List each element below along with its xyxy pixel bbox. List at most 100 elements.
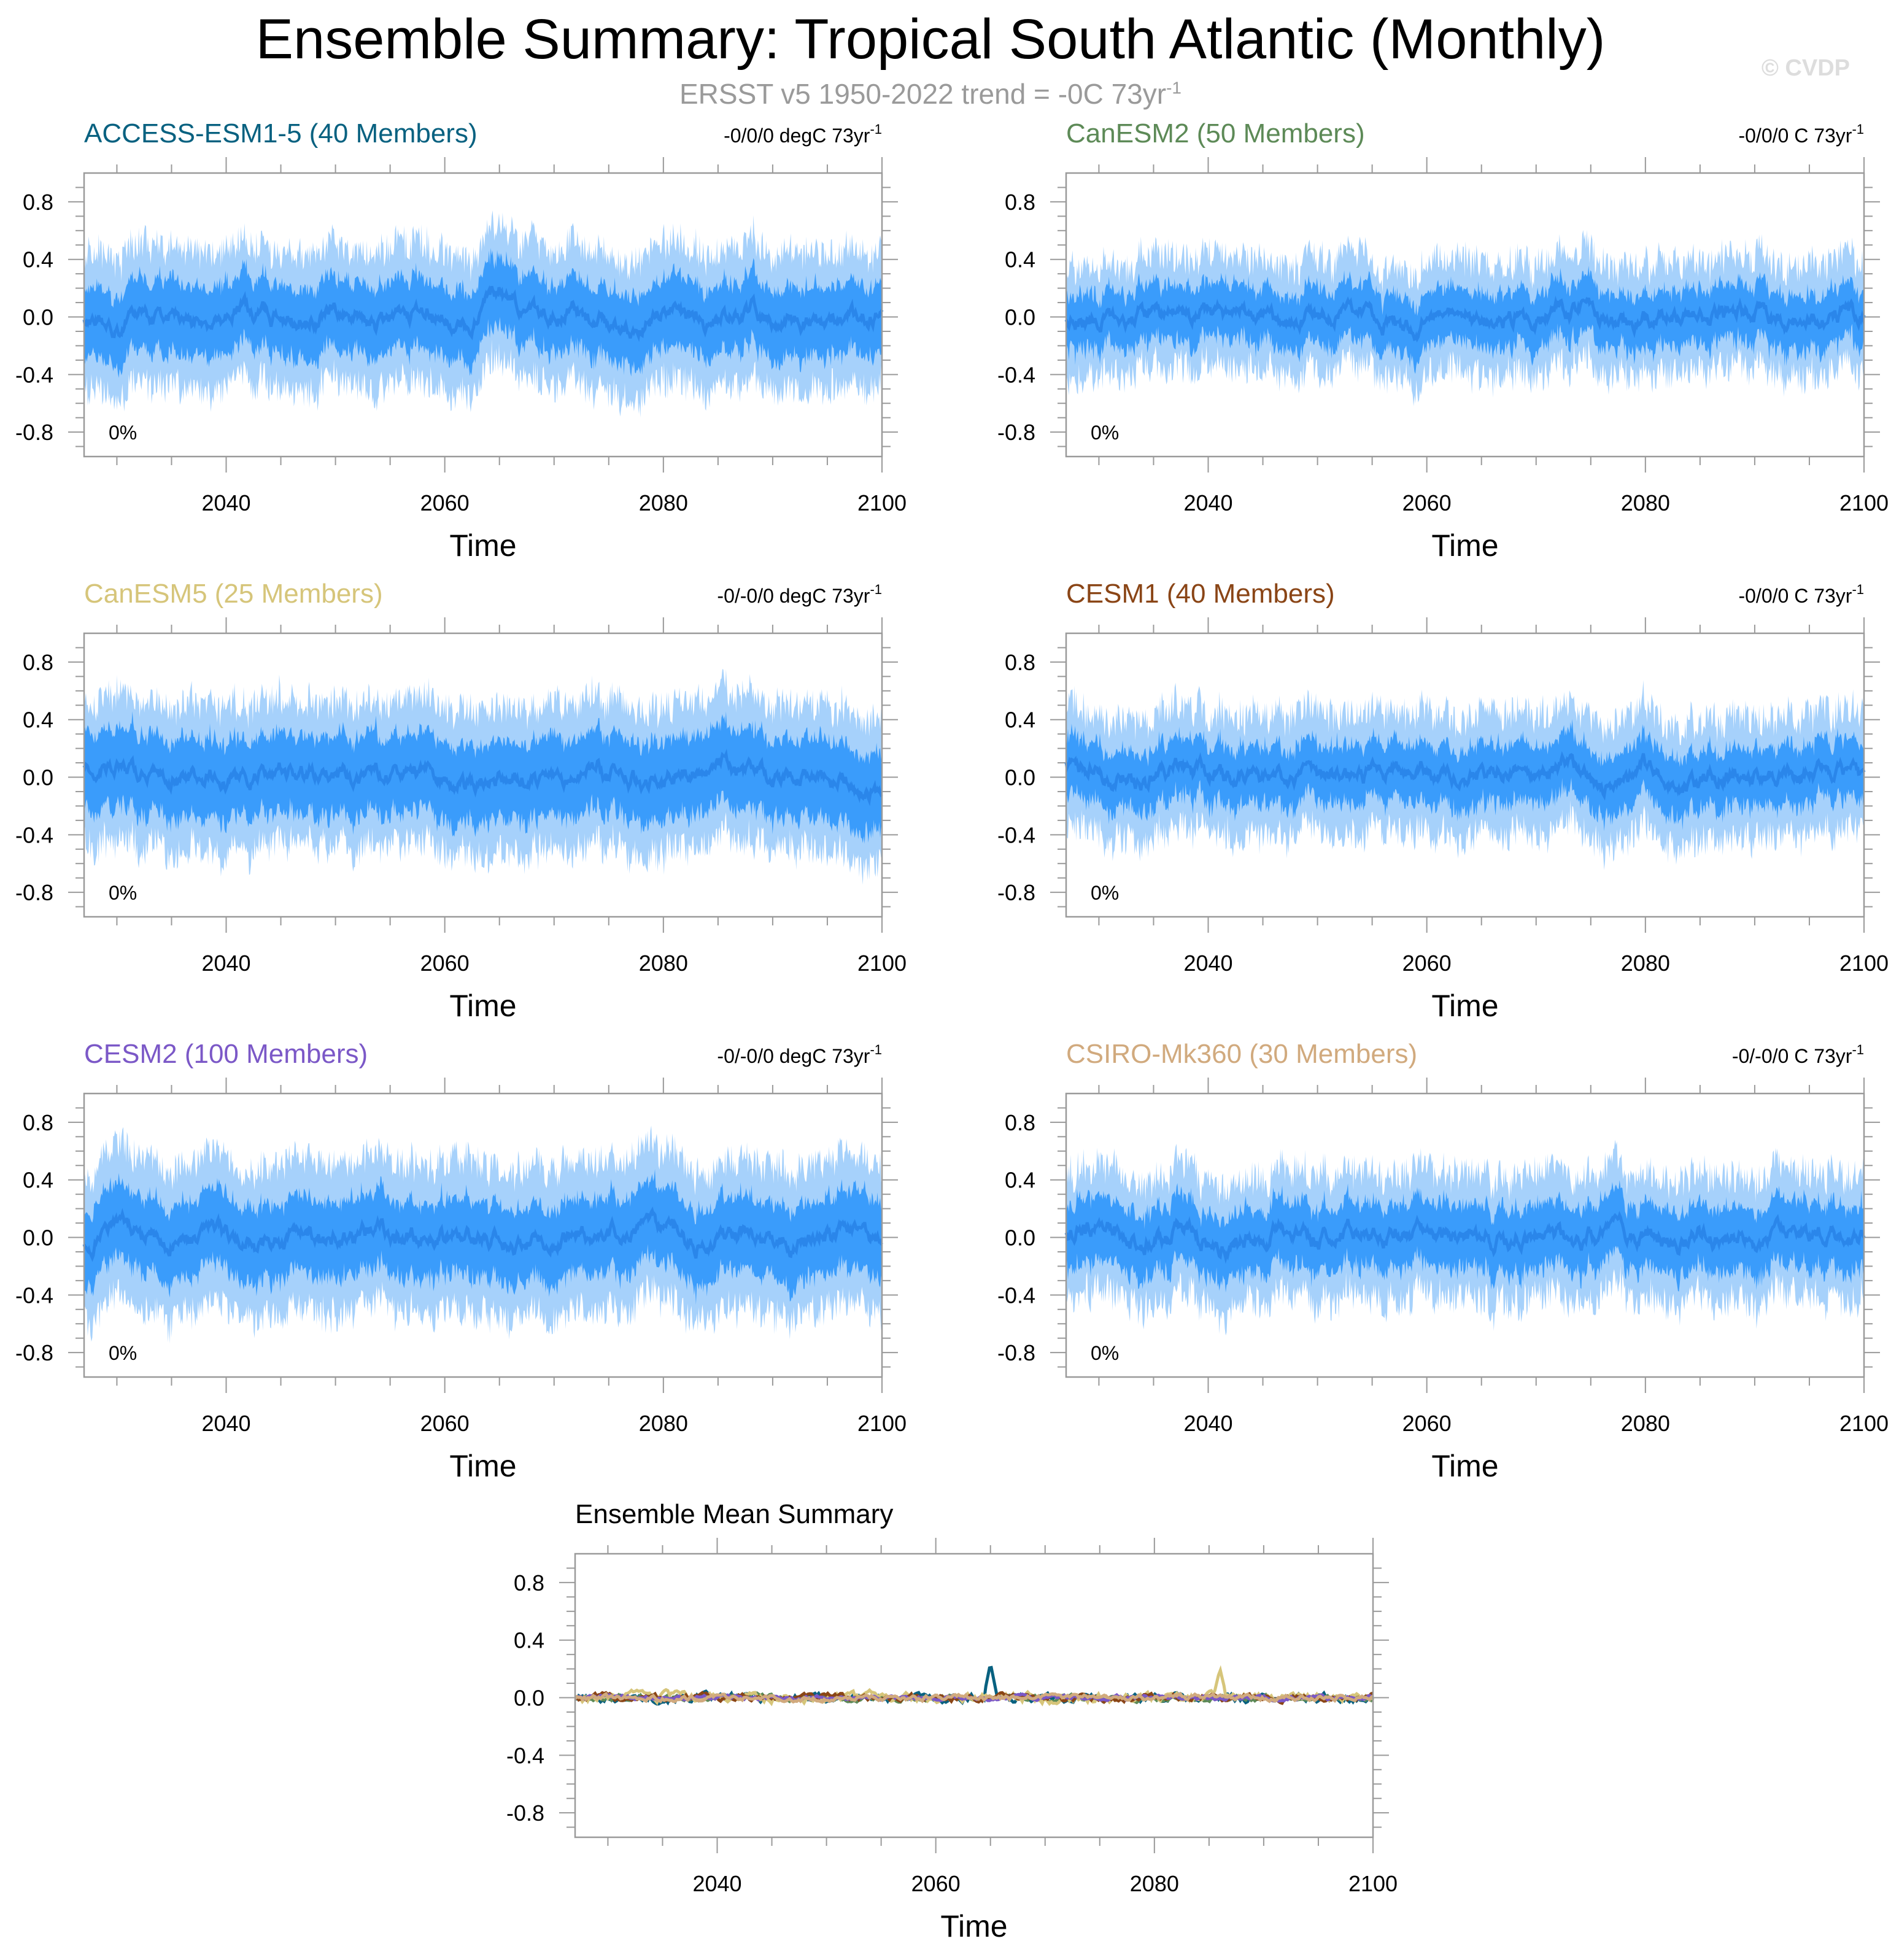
- y-tick-label: 0.8: [1005, 650, 1035, 675]
- x-axis-label: Time: [449, 989, 516, 1023]
- y-tick-label: 0.4: [1005, 1168, 1035, 1193]
- y-tick-label: 0.4: [514, 1628, 544, 1653]
- y-tick-label: 0.4: [1005, 708, 1035, 733]
- page-title: Ensemble Summary: Tropical South Atlanti…: [255, 8, 1606, 71]
- inner-spread-band: [1066, 266, 1864, 374]
- y-tick-label: -0.8: [997, 880, 1035, 905]
- y-tick-label: -0.8: [15, 880, 53, 905]
- x-tick-label: 2040: [1183, 1411, 1232, 1436]
- x-tick-label: 2080: [1621, 490, 1670, 515]
- plot-frame: [1065, 172, 1865, 458]
- x-tick-label: 2080: [639, 1411, 688, 1436]
- plot-frame: [83, 172, 883, 458]
- x-tick-label: 2060: [420, 951, 470, 976]
- y-tick-label: -0.8: [997, 1340, 1035, 1365]
- y-tick-label: 0.8: [23, 190, 53, 215]
- x-axis-label: Time: [449, 1449, 516, 1483]
- panel-title: CESM1 (40 Members): [1066, 579, 1335, 609]
- panel-canesm5: 2040 2060 2080 2100 0.8 0.4 0.0 -0.4 -0.8 Time Can…: [15, 579, 907, 1023]
- panel-canesm2: 2040 2060 2080 2100 0.8 0.4 0.0 -0.4 -0.8 Time Can…: [997, 118, 1889, 563]
- percent-label: 0%: [109, 1342, 137, 1364]
- trend-label: -0/0/0 degC 73yr-1: [724, 122, 882, 147]
- x-tick-label: 2100: [857, 951, 907, 976]
- panel-access: 2040 2060 2080 2100 0.8 0.4 0.0 -0.4 -0.8 Time ACC…: [15, 118, 907, 563]
- y-tick-label: 0.0: [23, 305, 53, 330]
- y-tick-label: 0.0: [23, 765, 53, 790]
- y-tick-label: 0.0: [23, 1225, 53, 1251]
- trend-superscript: -1: [870, 582, 882, 597]
- x-tick-label: 2100: [1839, 951, 1889, 976]
- x-tick-label: 2040: [201, 490, 250, 515]
- y-tick-label: 0.8: [1005, 1110, 1035, 1135]
- percent-label: 0%: [109, 882, 137, 904]
- panel-title: CanESM5 (25 Members): [84, 579, 383, 609]
- y-tick-label: -0.4: [997, 1283, 1035, 1308]
- y-tick-label: 0.4: [23, 1168, 53, 1193]
- plot-frame: [1065, 632, 1865, 918]
- y-tick-label: 0.0: [1005, 305, 1035, 330]
- y-tick-label: 0.4: [1005, 247, 1035, 272]
- y-tick-label: 0.0: [1005, 765, 1035, 790]
- panel-csiro: 2040 2060 2080 2100 0.8 0.4 0.0 -0.4 -0.8 Time CSI…: [997, 1039, 1889, 1483]
- y-tick-label: 0.0: [514, 1686, 544, 1711]
- x-tick-label: 2040: [1183, 490, 1232, 515]
- x-tick-label: 2100: [857, 1411, 907, 1436]
- trend-superscript: -1: [870, 1042, 882, 1057]
- trend-label: -0/-0/0 degC 73yr-1: [717, 1042, 882, 1067]
- trend-label: -0/-0/0 degC 73yr-1: [717, 582, 882, 607]
- trend-superscript: -1: [1852, 1042, 1864, 1057]
- x-tick-label: 2100: [1839, 490, 1889, 515]
- y-tick-label: -0.4: [506, 1743, 544, 1768]
- x-axis-label: Time: [1431, 1449, 1498, 1483]
- x-tick-label: 2080: [639, 951, 688, 976]
- y-tick-label: -0.8: [15, 1340, 53, 1365]
- x-axis-label: Time: [1431, 528, 1498, 563]
- x-tick-label: 2060: [911, 1871, 961, 1896]
- x-tick-label: 2060: [420, 490, 470, 515]
- panel-mean: 2040 2060 2080 2100 0.8 0.4 0.0 -0.4 -0.8 Time Ens…: [506, 1499, 1398, 1943]
- y-tick-label: 0.8: [23, 1110, 53, 1135]
- ensemble-mean-line: [1064, 1211, 1866, 1264]
- trend-superscript: -1: [870, 122, 882, 137]
- x-tick-label: 2080: [639, 490, 688, 515]
- y-tick-label: -0.8: [997, 420, 1035, 445]
- y-tick-label: 0.8: [23, 650, 53, 675]
- percent-label: 0%: [1091, 882, 1119, 904]
- x-tick-label: 2100: [1348, 1871, 1398, 1896]
- x-tick-label: 2040: [1183, 951, 1232, 976]
- y-tick-label: -0.4: [15, 362, 53, 387]
- x-axis-label: Time: [1431, 989, 1498, 1023]
- x-tick-label: 2080: [1621, 951, 1670, 976]
- trend-superscript: -1: [1852, 122, 1864, 137]
- page-subtitle: ERSST v5 1950-2022 trend = -0C 73yr-1: [0, 77, 1861, 110]
- plot-frame: [574, 1553, 1374, 1838]
- panel-cesm1: 2040 2060 2080 2100 0.8 0.4 0.0 -0.4 -0.8 Time CES…: [997, 579, 1889, 1023]
- panel-title: Ensemble Mean Summary: [575, 1499, 893, 1529]
- trend-label: -0/0/0 C 73yr-1: [1738, 122, 1864, 147]
- x-tick-label: 2040: [201, 1411, 250, 1436]
- ensemble-mean-line: [1064, 750, 1866, 801]
- panel-title: CSIRO-Mk360 (30 Members): [1066, 1039, 1417, 1069]
- y-tick-label: 0.8: [514, 1570, 544, 1595]
- y-tick-label: 0.4: [23, 708, 53, 733]
- x-tick-label: 2060: [1402, 490, 1452, 515]
- cvdp-watermark: © CVDP: [1761, 55, 1850, 81]
- x-tick-label: 2040: [692, 1871, 741, 1896]
- plot-frame: [83, 632, 883, 918]
- panel-title: ACCESS-ESM1-5 (40 Members): [84, 118, 478, 149]
- y-tick-label: 0.0: [1005, 1225, 1035, 1251]
- inner-spread-band: [1066, 719, 1864, 831]
- x-axis-label: Time: [940, 1909, 1007, 1943]
- x-tick-label: 2060: [1402, 1411, 1452, 1436]
- inner-spread-band: [84, 711, 882, 844]
- trend-label: -0/-0/0 C 73yr-1: [1732, 1042, 1864, 1067]
- panel-title: CESM2 (100 Members): [84, 1039, 368, 1069]
- y-tick-label: -0.4: [15, 1283, 53, 1308]
- x-tick-label: 2080: [1130, 1871, 1179, 1896]
- ensemble-mean-line: [1064, 295, 1866, 343]
- series-line-CSIRO-Mk360: [574, 1691, 1374, 1704]
- x-tick-label: 2080: [1621, 1411, 1670, 1436]
- inner-spread-band: [84, 248, 882, 378]
- x-axis-label: Time: [449, 528, 516, 563]
